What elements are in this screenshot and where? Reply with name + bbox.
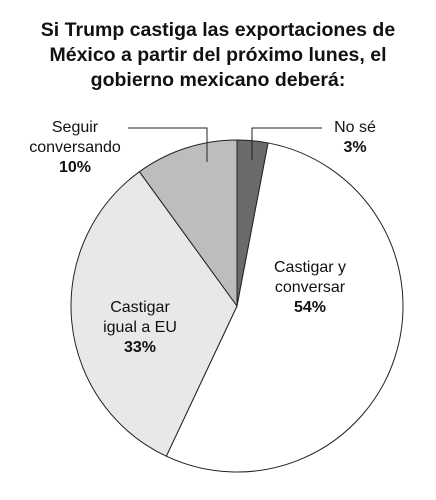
slice-name: Castigar igual a EU	[103, 299, 177, 336]
slice-label: Castigar igual a EU 33%	[80, 298, 200, 358]
leader-line	[128, 127, 208, 162]
pie-slice	[165, 142, 404, 473]
slice-name: Seguir conversando	[29, 119, 121, 156]
slice-label: No sé 3%	[300, 118, 410, 158]
chart-title: Si Trump castiga las exportaciones de Mé…	[40, 19, 396, 91]
slice-value: 33%	[123, 339, 157, 356]
slice-label: Seguir conversando 10%	[20, 118, 130, 178]
slice-name: Castigar y conversar	[273, 259, 347, 296]
slice-value: 3%	[343, 139, 367, 156]
slice-value: 10%	[58, 159, 92, 176]
pie-slice	[70, 171, 238, 457]
leader-line	[251, 127, 322, 160]
pie-slice	[138, 139, 238, 308]
slice-value: 54%	[293, 299, 327, 316]
slice-label: Castigar y conversar 54%	[245, 258, 375, 318]
slice-name: No sé	[334, 119, 376, 136]
